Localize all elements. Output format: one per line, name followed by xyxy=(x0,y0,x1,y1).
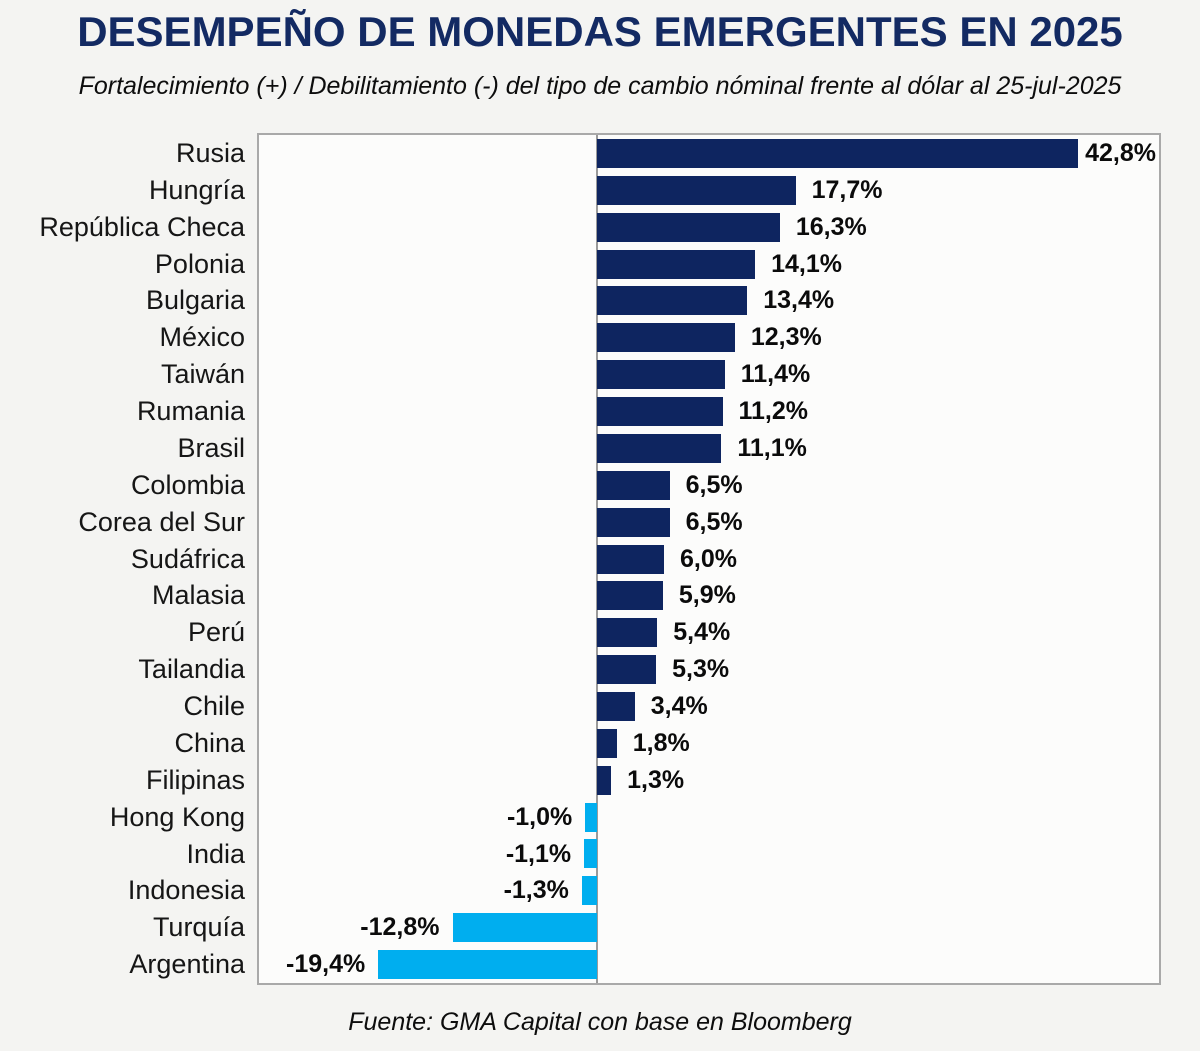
value-label-taiwan: 11,4% xyxy=(740,360,811,389)
value-label-malasia: 5,9% xyxy=(678,581,736,610)
bar-filipinas xyxy=(596,765,612,795)
bar-rumania xyxy=(596,397,723,427)
category-label-peru: Perú xyxy=(187,617,245,648)
category-label-indonesia: Indonesia xyxy=(127,875,245,906)
value-label-brasil: 11,1% xyxy=(737,433,807,462)
bar-corea-del-sur xyxy=(596,507,670,537)
bar-taiwan xyxy=(596,360,725,390)
value-label-republica-checa: 16,3% xyxy=(795,212,867,241)
category-label-taiwan: Taiwán xyxy=(160,359,245,390)
bar-indonesia xyxy=(581,876,597,906)
bar-republica-checa xyxy=(596,212,780,242)
bar-chile xyxy=(596,691,635,721)
page-title: DESEMPEÑO DE MONEDAS EMERGENTES EN 2025 xyxy=(77,8,1123,55)
category-label-republica-checa: República Checa xyxy=(39,211,245,242)
plot-area: 42,8% 17,7% 16,3% 14,1% 13,4% 12,3% 11,4% 11,2%… xyxy=(257,133,1161,985)
bar-india xyxy=(584,839,597,869)
category-label-tailandia: Tailandia xyxy=(138,654,245,685)
bar-peru xyxy=(596,618,658,648)
category-label-argentina: Argentina xyxy=(129,949,245,980)
value-label-polonia: 14,1% xyxy=(771,249,843,278)
bar-colombia xyxy=(596,470,670,500)
bar-polonia xyxy=(596,249,756,279)
bar-tailandia xyxy=(596,655,657,685)
value-label-sudafrica: 6,0% xyxy=(680,544,737,573)
value-label-peru: 5,4% xyxy=(673,618,731,647)
category-label-china: China xyxy=(174,727,245,758)
category-label-corea-del-sur: Corea del Sur xyxy=(78,506,245,537)
bar-sudafrica xyxy=(596,544,664,574)
bar-hungria xyxy=(596,175,796,205)
category-label-bulgaria: Bulgaria xyxy=(145,285,245,316)
value-label-rusia: 42,8% xyxy=(1085,139,1156,167)
value-label-corea-del-sur: 6,5% xyxy=(685,507,743,536)
value-label-colombia: 6,5% xyxy=(685,470,743,499)
category-label-sudafrica: Sudáfrica xyxy=(130,543,245,574)
value-label-india: -1,1% xyxy=(505,839,572,868)
value-label-indonesia: -1,3% xyxy=(503,876,569,905)
category-label-filipinas: Filipinas xyxy=(145,764,245,795)
value-label-chile: 3,4% xyxy=(650,692,708,721)
bar-rusia xyxy=(596,138,1078,168)
chart-subtitle: Fortalecimiento (+) / Debilitamiento (-)… xyxy=(78,72,1122,100)
category-label-hong-kong: Hong Kong xyxy=(109,801,245,832)
bar-hong-kong xyxy=(585,802,597,832)
category-label-mexico: México xyxy=(159,322,245,353)
value-label-rumania: 11,2% xyxy=(738,397,809,426)
plot-inner: 42,8% 17,7% 16,3% 14,1% 13,4% 12,3% 11,4% 11,2%… xyxy=(259,135,1159,983)
category-label-malasia: Malasia xyxy=(151,580,245,611)
category-axis: Rusia Hungría República Checa Polonia Bulgar… xyxy=(0,135,245,983)
bar-malasia xyxy=(596,581,663,611)
value-label-china: 1,8% xyxy=(632,728,690,757)
category-label-rumania: Rumania xyxy=(136,396,245,427)
category-label-rusia: Rusia xyxy=(175,138,245,168)
source-caption: Fuente: GMA Capital con base en Bloomber… xyxy=(348,1008,852,1036)
category-label-chile: Chile xyxy=(183,691,245,722)
bar-bulgaria xyxy=(596,286,748,316)
bar-mexico xyxy=(596,323,735,353)
category-label-brasil: Brasil xyxy=(177,432,245,463)
category-label-colombia: Colombia xyxy=(130,469,245,500)
value-label-filipinas: 1,3% xyxy=(627,765,685,794)
category-label-hungria: Hungría xyxy=(148,174,245,205)
bar-argentina xyxy=(378,950,597,980)
value-label-hong-kong: -1,0% xyxy=(506,802,573,831)
category-label-india: India xyxy=(186,838,245,869)
value-label-turquia: -12,8% xyxy=(360,913,440,942)
value-label-argentina: -19,4% xyxy=(286,950,366,979)
bar-china xyxy=(596,728,617,758)
category-label-turquia: Turquía xyxy=(152,912,245,943)
value-label-tailandia: 5,3% xyxy=(672,655,730,684)
value-label-bulgaria: 13,4% xyxy=(763,286,835,315)
bar-turquia xyxy=(452,913,597,943)
value-label-hungria: 17,7% xyxy=(811,175,883,204)
bar-brasil xyxy=(596,433,722,463)
value-label-mexico: 12,3% xyxy=(750,323,822,352)
category-label-polonia: Polonia xyxy=(154,248,245,279)
